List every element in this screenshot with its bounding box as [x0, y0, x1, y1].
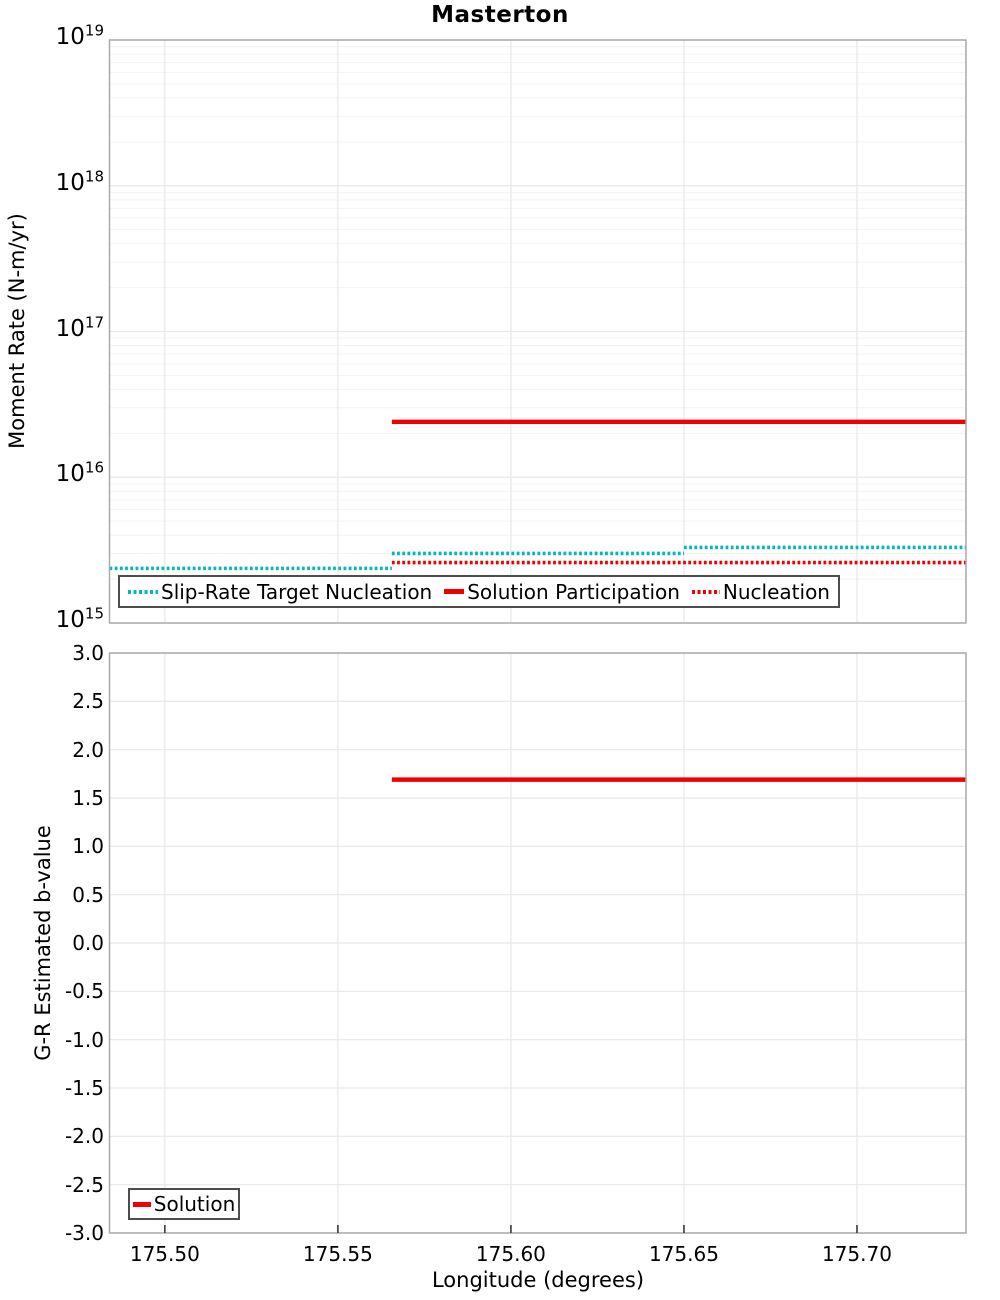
legend-label: Nucleation [722, 579, 830, 604]
y-tick-label-0.0: 0.0 [72, 931, 104, 955]
y-tick-label-10e19: 1019 [55, 21, 104, 50]
y-tick-label-0.5: 0.5 [72, 882, 104, 907]
x-tick-label-175.60: 175.60 [475, 1242, 546, 1266]
y-tick-label--1.5: -1.5 [64, 1076, 104, 1100]
legend-bottom-plot: Solution [128, 1188, 240, 1220]
legend-top-plot: Slip-Rate Target Nucleation Solution Par… [118, 575, 840, 608]
legend-item-solution-participation: Solution Participation [444, 580, 680, 604]
y-tick-label-10e17: 1017 [55, 312, 104, 342]
y-tick-label-1.5: 1.5 [72, 786, 104, 810]
x-tick-label-175.65: 175.65 [648, 1242, 719, 1266]
legend-item-solution: Solution [132, 1192, 236, 1216]
legend-label: Solution Participation [467, 579, 680, 604]
y-tick-label-10e16: 1016 [55, 458, 104, 488]
y-tick-label--3.0: -3.0 [64, 1221, 104, 1245]
axes-border [108, 652, 967, 1234]
legend-label: Slip-Rate Target Nucleation [161, 579, 433, 604]
y-tick-label-2.0: 2.0 [72, 737, 104, 762]
legend-item-slip-rate-target-nucleation: Slip-Rate Target Nucleation [128, 580, 432, 604]
x-tick-label-175.50: 175.50 [129, 1242, 200, 1266]
chart-title: Masterton [431, 2, 569, 28]
y-tick-label--1.0: -1.0 [64, 1027, 104, 1052]
solid-red-line-swatch-icon [132, 1201, 151, 1207]
dotted-red-line-swatch-icon [691, 589, 720, 594]
legend-label: Solution [153, 1192, 236, 1216]
y-tick-label--2.0: -2.0 [64, 1124, 104, 1149]
y-tick-label--0.5: -0.5 [64, 979, 104, 1004]
y-tick-label-3.0: 3.0 [72, 641, 104, 665]
y-tick-label-1.0: 1.0 [72, 834, 104, 859]
y-tick-label-10e15: 1015 [55, 604, 104, 633]
dotted-teal-line-swatch-icon [128, 589, 158, 594]
y-tick-label--2.5: -2.5 [64, 1172, 104, 1197]
x-tick-label-175.70: 175.70 [821, 1242, 892, 1266]
legend-item-nucleation: Nucleation [691, 579, 830, 604]
axes-border [108, 39, 967, 624]
y-tick-label-10e18: 1018 [55, 167, 104, 196]
y-tick-label-2.5: 2.5 [72, 689, 104, 714]
solid-red-line-swatch-icon [444, 589, 465, 594]
x-axis-label: Longitude (degrees) [431, 1268, 645, 1292]
x-tick-label-175.55: 175.55 [302, 1242, 373, 1266]
